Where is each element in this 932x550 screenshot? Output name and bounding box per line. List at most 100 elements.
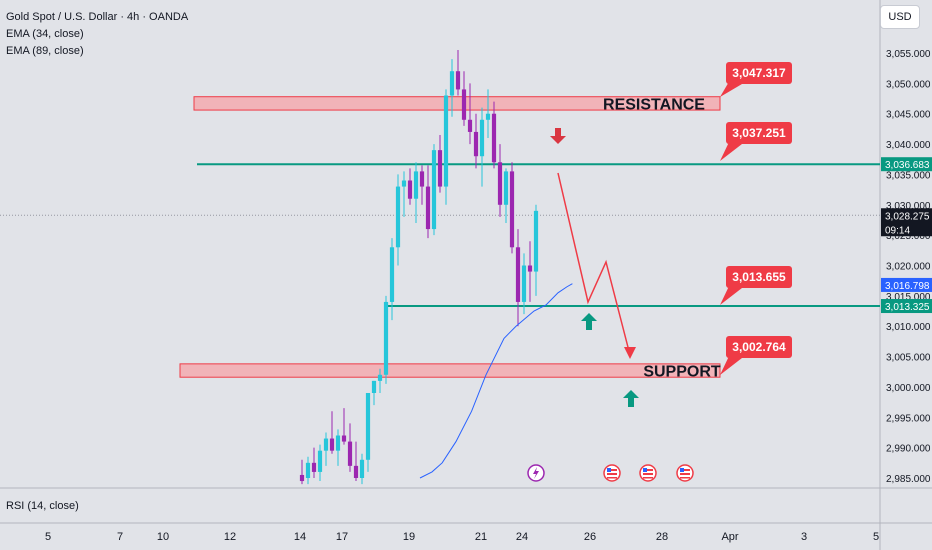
candle-body [299, 474, 305, 482]
candle-body [413, 171, 419, 199]
price-callout [726, 266, 792, 288]
time-tick-label: 17 [336, 531, 348, 543]
price-axis-tag [881, 208, 932, 237]
rsi-pane [0, 489, 880, 523]
candle-body [389, 247, 395, 302]
candle-body [311, 462, 317, 472]
candle-body [323, 438, 329, 451]
time-tick-label: 5 [45, 531, 51, 543]
rsi-legend[interactable]: RSI (14, close) [6, 500, 79, 512]
price-axis-tag-label: 3,036.683 [885, 160, 930, 171]
time-tick-label: Apr [721, 531, 738, 543]
price-callout-label: 3,047.317 [732, 66, 786, 80]
candle-body [329, 438, 335, 451]
us-economic-event-icon-canton [643, 468, 647, 472]
candle-body [305, 462, 311, 478]
us-economic-event-icon-stripe [643, 473, 653, 475]
price-callout-label: 3,002.764 [732, 340, 786, 354]
price-tick-label: 3,010.000 [886, 322, 931, 333]
time-tick-label: 21 [475, 531, 487, 543]
price-axis-tag [881, 277, 932, 292]
buy-arrow-icon [623, 390, 639, 398]
price-axis-tag [881, 157, 932, 172]
candle-body [383, 301, 389, 375]
price-tick-label: 3,045.000 [886, 110, 931, 121]
candle-body [479, 119, 485, 157]
price-tick-label: 3,040.000 [886, 140, 931, 151]
candle-body [395, 186, 401, 248]
time-tick-label: 3 [801, 531, 807, 543]
candle-body [461, 89, 467, 120]
buy-arrow-icon-shaft [586, 321, 592, 330]
projection-path [557, 172, 631, 356]
time-tick-label: 10 [157, 531, 169, 543]
price-tick-label: 3,025.000 [886, 231, 931, 242]
price-tick-label: 3,005.000 [886, 353, 931, 364]
sell-arrow-icon [550, 136, 566, 144]
price-tick-label: 3,050.000 [886, 79, 931, 90]
price-axis-tag [881, 299, 932, 314]
price-tick-label: 3,055.000 [886, 49, 931, 60]
buy-arrow-icon [581, 313, 597, 321]
ema-89-legend[interactable]: EMA (89, close) [6, 45, 84, 57]
ema-34-line [419, 283, 573, 479]
resistance-zone [193, 96, 721, 111]
resistance-zone-label: RESISTANCE [603, 96, 705, 113]
us-economic-event-icon-stripe [643, 469, 653, 471]
candle-body [473, 131, 479, 157]
price-callout-label: 3,037.251 [732, 126, 786, 140]
candle-body [341, 435, 347, 442]
candle-body [467, 119, 473, 132]
price-tick-label: 3,035.000 [886, 170, 931, 181]
sell-arrow-icon-shaft [555, 128, 561, 136]
price-tick-label: 3,000.000 [886, 383, 931, 394]
callout-pointer [720, 140, 742, 161]
time-tick-label: 26 [584, 531, 596, 543]
candle-body [425, 186, 431, 230]
time-tick-label: 24 [516, 531, 528, 543]
projection-arrowhead [624, 347, 636, 359]
candle-body [437, 150, 443, 187]
price-tick-label: 3,015.000 [886, 292, 931, 303]
price-axis-tag-label: 3,016.798 [885, 281, 930, 292]
us-economic-event-icon-canton [607, 468, 611, 472]
price-callout-label: 3,013.655 [732, 270, 786, 284]
us-economic-event-icon-stripe [680, 477, 690, 479]
time-tick-label: 19 [403, 531, 415, 543]
time-tick-label: 12 [224, 531, 236, 543]
candle-body [431, 150, 437, 230]
us-economic-event-icon-stripe [680, 469, 690, 471]
time-tick-label: 28 [656, 531, 668, 543]
candle-body [371, 380, 377, 393]
candle-body [521, 265, 527, 302]
us-economic-event-icon-canton [680, 468, 684, 472]
candle-body [317, 450, 323, 472]
candle-body [407, 180, 413, 199]
price-tick-label: 3,030.000 [886, 201, 931, 212]
candle-body [443, 95, 449, 187]
currency-button[interactable]: USD [880, 5, 920, 29]
us-economic-event-icon-stripe [607, 477, 617, 479]
candle-body [365, 393, 371, 460]
lightning-icon [533, 467, 539, 479]
price-tick-label: 2,990.000 [886, 444, 931, 455]
price-callout [726, 336, 792, 358]
candle-body [527, 265, 533, 272]
candle-body [401, 180, 407, 187]
price-tick-label: 3,020.000 [886, 262, 931, 273]
price-tick-label: 2,985.000 [886, 474, 931, 485]
candle-body [497, 162, 503, 205]
price-axis-tag-label: 3,013.325 [885, 302, 930, 313]
buy-arrow-icon-shaft [628, 398, 634, 407]
candle-body [503, 171, 509, 205]
time-tick-label: 7 [117, 531, 123, 543]
countdown-label: 09:14 [885, 225, 910, 236]
candle-body [419, 171, 425, 187]
symbol-title[interactable]: Gold Spot / U.S. Dollar · 4h · OANDA [6, 11, 189, 23]
price-tick-label: 2,995.000 [886, 413, 931, 424]
ema-34-legend[interactable]: EMA (34, close) [6, 28, 84, 40]
candle-body [533, 210, 539, 272]
us-economic-event-icon-stripe [643, 477, 653, 479]
